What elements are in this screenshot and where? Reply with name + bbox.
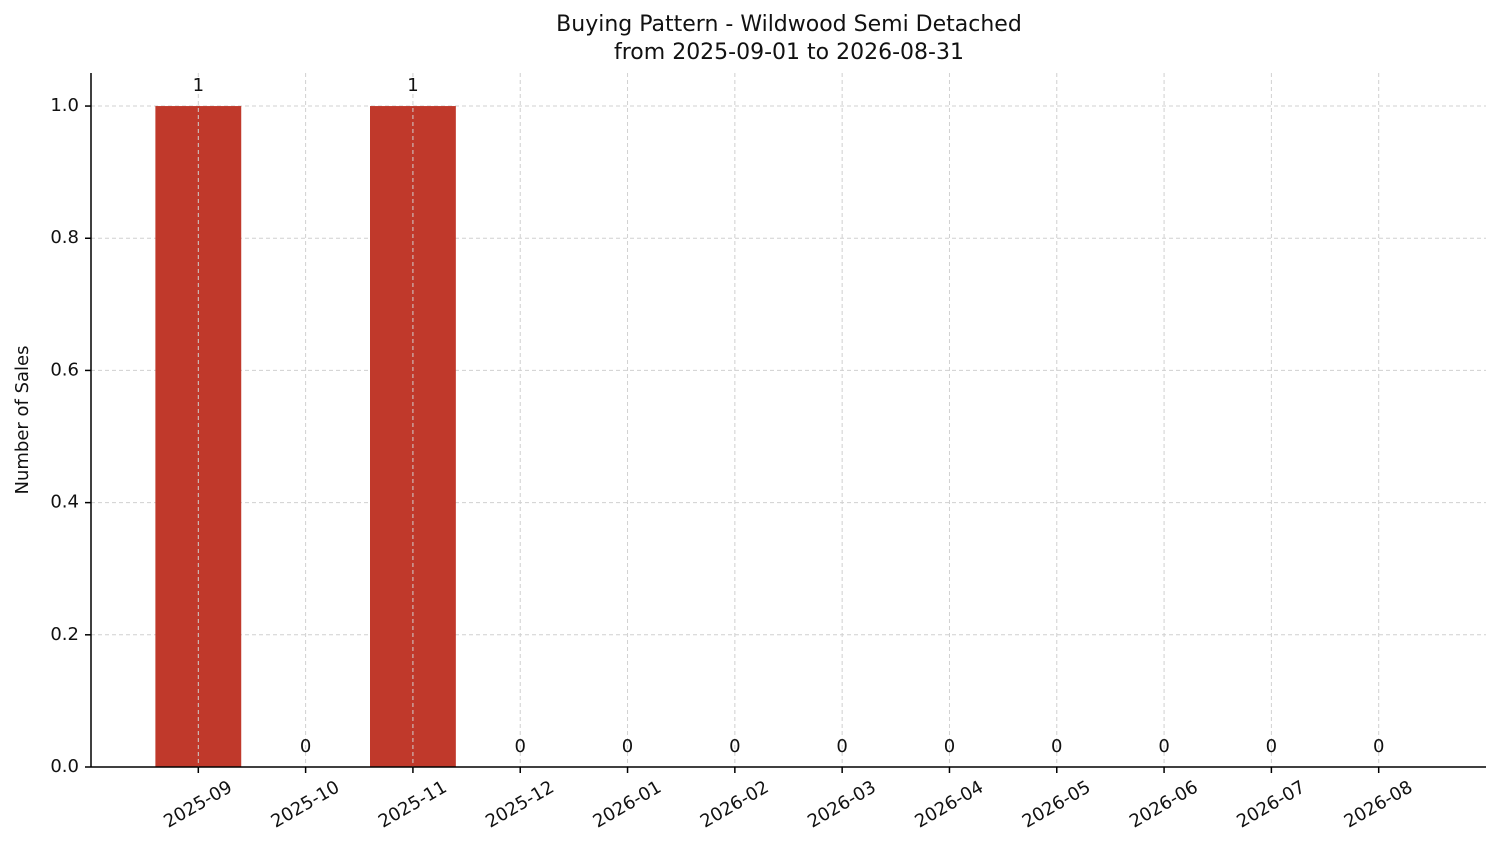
x-tick-label: 2026-03 xyxy=(804,777,880,833)
x-tick-label: 2025-10 xyxy=(268,777,344,833)
chart-subtitle: from 2025-09-01 to 2026-08-31 xyxy=(614,40,964,65)
bar xyxy=(155,106,242,768)
x-tick-label: 2026-08 xyxy=(1341,777,1417,833)
y-tick-label: 0.8 xyxy=(50,227,79,248)
value-label: 0 xyxy=(1266,736,1277,757)
y-tick-label: 0.6 xyxy=(50,359,79,380)
x-tick-label: 2025-12 xyxy=(482,777,558,833)
y-tick-label: 0.4 xyxy=(50,492,79,513)
value-label: 0 xyxy=(1158,736,1169,757)
value-label: 1 xyxy=(193,75,204,96)
value-label: 0 xyxy=(515,736,526,757)
chart-title: Buying Pattern - Wildwood Semi Detached xyxy=(556,12,1022,37)
x-tick-label: 2026-04 xyxy=(911,777,987,833)
value-label: 0 xyxy=(622,736,633,757)
x-tick-label: 2026-01 xyxy=(589,777,665,833)
value-label: 1 xyxy=(407,75,418,96)
value-label: 0 xyxy=(944,736,955,757)
x-tick-label: 2026-07 xyxy=(1233,777,1309,833)
x-tick-label: 2026-02 xyxy=(697,777,773,833)
x-tick-label: 2026-05 xyxy=(1019,777,1095,833)
value-label: 0 xyxy=(1373,736,1384,757)
value-label: 0 xyxy=(729,736,740,757)
y-tick-label: 1.0 xyxy=(50,95,79,116)
bar xyxy=(370,106,456,768)
y-tick-label: 0.2 xyxy=(50,624,79,645)
y-axis-label: Number of Sales xyxy=(12,345,33,494)
y-tick-label: 0.0 xyxy=(50,756,79,777)
value-label: 0 xyxy=(300,736,311,757)
x-tick-label: 2025-09 xyxy=(160,777,236,833)
value-label: 0 xyxy=(836,736,847,757)
x-tick-label: 2025-11 xyxy=(375,777,451,833)
x-tick-label: 2026-06 xyxy=(1126,777,1202,833)
value-label: 0 xyxy=(1051,736,1062,757)
